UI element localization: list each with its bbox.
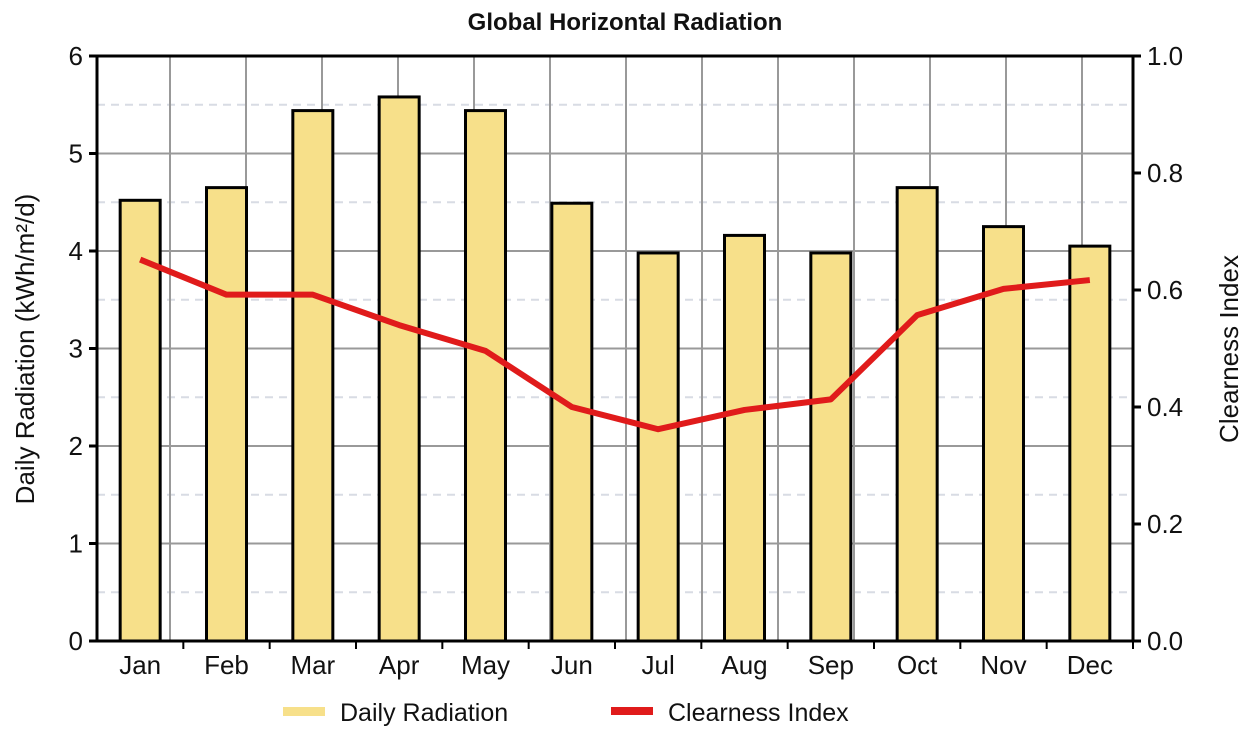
x-tick-label: Feb [204,650,249,680]
bar-aug [725,235,765,641]
legend-label-clearness-index: Clearness Index [668,699,849,727]
x-tick-label: May [461,650,510,680]
legend-label-daily-radiation: Daily Radiation [340,699,508,727]
y2-tick-label: 1.0 [1147,41,1183,71]
x-tick-label: Sep [808,650,854,680]
bar-sep [811,253,851,641]
x-axis-ticks: Jan Feb Mar Apr May Jun Jul Aug Sep Oct Nov Dec [119,641,1133,680]
x-tick-label: Oct [897,650,938,680]
y-tick-label: 3 [69,334,83,364]
y2-tick-label: 0.4 [1147,392,1183,422]
y-tick-label: 0 [69,626,83,656]
y-axis-label: Daily Radiation (kWh/m²/d) [10,194,40,505]
y-tick-label: 1 [69,529,83,559]
y2-axis-ticks: 0.0 0.2 0.4 0.6 0.8 1.0 [1133,41,1183,656]
bar-feb [207,188,247,641]
x-tick-label: Jan [119,650,161,680]
x-tick-label: Nov [980,650,1026,680]
y2-tick-label: 0.8 [1147,158,1183,188]
x-tick-label: Jul [642,650,675,680]
legend-swatch-daily-radiation [283,707,325,716]
y-tick-label: 2 [69,431,83,461]
bar-mar [293,111,333,641]
y-tick-label: 4 [69,236,83,266]
y-tick-label: 5 [69,139,83,169]
y-axis-ticks: 0 1 2 3 4 5 6 [69,41,97,656]
x-tick-label: Mar [290,650,335,680]
bar-apr [379,97,419,641]
bar-oct [897,188,937,641]
chart-title: Global Horizontal Radiation [468,9,783,36]
bar-jun [552,203,592,641]
y2-tick-label: 0.2 [1147,509,1183,539]
x-tick-label: Apr [379,650,420,680]
x-tick-label: Dec [1067,650,1113,680]
bar-may [466,111,506,641]
y2-axis-label: Clearness Index [1214,255,1244,443]
bar-jul [638,253,678,641]
y2-tick-label: 0.0 [1147,626,1183,656]
bars [120,97,1110,641]
clearness-index-line [140,260,1090,430]
legend-swatch-clearness-index [611,707,653,715]
x-tick-label: Aug [721,650,767,680]
gridlines [97,56,1133,641]
y2-tick-label: 0.6 [1147,275,1183,305]
clearness-line [140,259,1090,429]
legend: Daily Radiation Clearness Index [283,699,849,727]
bar-dec [1070,246,1110,641]
y-tick-label: 6 [69,41,83,71]
x-tick-label: Jun [551,650,593,680]
